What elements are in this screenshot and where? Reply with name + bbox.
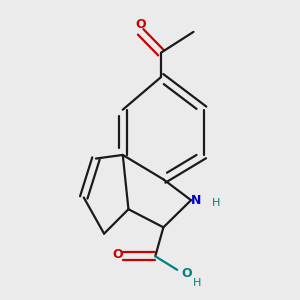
Text: N: N [190, 194, 201, 207]
Text: H: H [193, 278, 202, 288]
Text: H: H [212, 198, 220, 208]
Text: O: O [181, 267, 192, 280]
Text: O: O [135, 18, 146, 31]
Text: O: O [113, 248, 124, 261]
